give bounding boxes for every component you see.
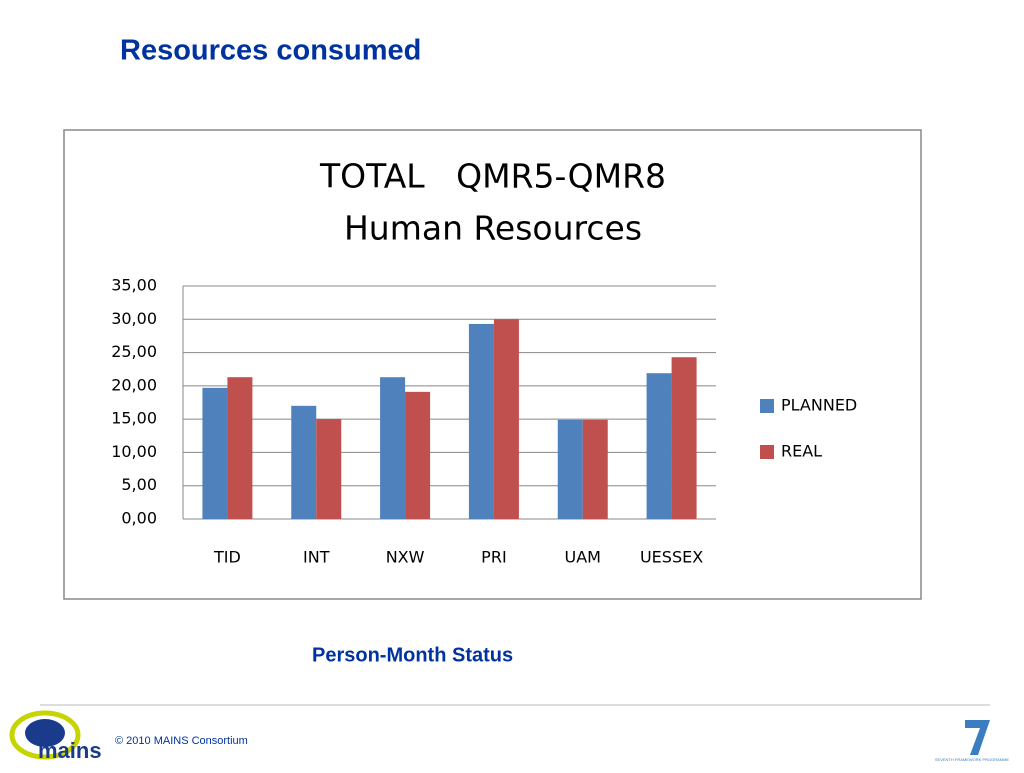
legend-label: REAL [781,442,822,461]
bar [227,377,253,519]
chart-subtitle: Human Resources [344,209,642,248]
y-tick-label: 5,00 [121,475,157,494]
y-tick-label: 30,00 [111,309,157,328]
bar [316,419,342,519]
bar [671,357,697,519]
bar [468,323,494,519]
fp7-seven [965,720,990,755]
y-tick-label: 15,00 [111,409,157,428]
bar [291,405,317,519]
x-tick-label: UAM [565,548,601,567]
y-tick-label: 10,00 [111,442,157,461]
x-tick-label: PRI [481,548,506,567]
y-tick-label: 25,00 [111,342,157,361]
legend-swatch [760,445,774,459]
x-tick-label: INT [303,548,330,567]
logo-dot [25,719,65,747]
bar [493,319,519,519]
bar [202,387,228,519]
copyright: © 2010 MAINS Consortium [115,735,248,747]
legend-swatch [760,399,774,413]
y-tick-label: 0,00 [121,509,157,528]
bar [380,377,406,519]
logo-text: mains [38,738,102,763]
y-tick-label: 20,00 [111,375,157,394]
x-tick-label: UESSEX [640,548,703,567]
x-tick-label: NXW [386,548,425,567]
bar [582,419,608,519]
fp7-logo: SEVENTH FRAMEWORK PROGRAMME [935,720,1010,762]
bar [405,391,431,519]
x-tick-label: TID [213,548,241,567]
bar [646,373,672,519]
slide-title: Resources consumed [120,35,421,67]
logo-ring [9,710,81,760]
fp7-text: SEVENTH FRAMEWORK PROGRAMME [935,757,1010,762]
bar [557,419,583,519]
y-tick-label: 35,00 [111,276,157,295]
chart-title: TOTAL QMR5-QMR8 [319,157,666,196]
mains-logo: mains [9,710,102,763]
caption: Person-Month Status [312,644,513,666]
legend-label: PLANNED [781,396,857,415]
